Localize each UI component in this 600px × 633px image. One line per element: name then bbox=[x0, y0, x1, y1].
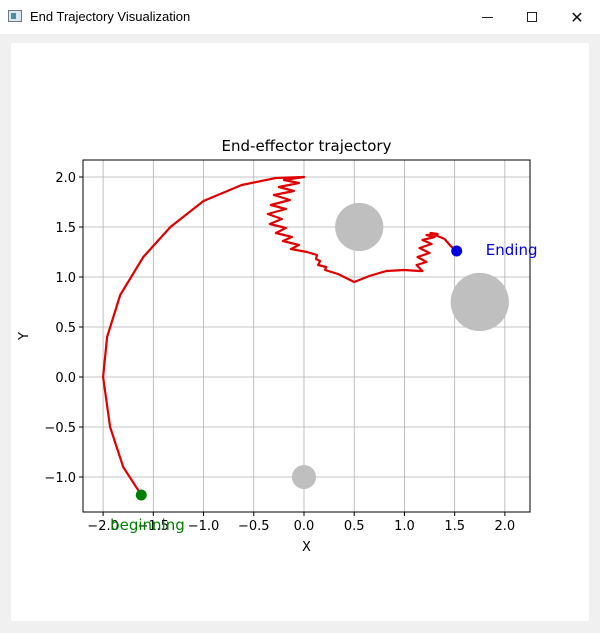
x-axis-label: X bbox=[302, 540, 311, 555]
trajectory-chart: −2.0 −1.5 −1.0 −0.5 0.0 0.5 1.0 1.5 2.0 −1.0 −0.5 0… bbox=[17, 137, 538, 555]
start-point-marker bbox=[135, 489, 147, 501]
minimize-icon bbox=[481, 16, 493, 18]
y-tick-label: −0.5 bbox=[44, 421, 76, 436]
close-icon: ✕ bbox=[570, 7, 584, 27]
y-tick-label: 1.5 bbox=[55, 221, 76, 236]
axes-frame bbox=[82, 159, 531, 513]
beginning-annotation: beginning bbox=[110, 516, 185, 534]
maximize-button[interactable] bbox=[509, 0, 555, 34]
y-tick-label: 1.0 bbox=[55, 271, 76, 286]
y-tick-label: 0.5 bbox=[55, 321, 76, 336]
x-tick-label: −0.5 bbox=[238, 519, 270, 534]
end-point-marker bbox=[451, 245, 463, 257]
plot-canvas: −2.0 −1.5 −1.0 −0.5 0.0 0.5 1.0 1.5 2.0 −1.0 −0.5 0… bbox=[11, 43, 589, 621]
window-title: End Trajectory Visualization bbox=[30, 9, 191, 24]
x-tick-label: 1.5 bbox=[444, 519, 465, 534]
obstacle-circle bbox=[450, 272, 509, 332]
y-tick-label: −1.0 bbox=[44, 471, 76, 486]
trajectory-line bbox=[101, 175, 458, 497]
chart-title: End-effector trajectory bbox=[222, 137, 392, 155]
close-button[interactable]: ✕ bbox=[554, 0, 600, 34]
x-tick-label: 0.5 bbox=[344, 519, 365, 534]
obstacle-circle bbox=[335, 202, 384, 252]
x-tick-label: −2.0 bbox=[87, 519, 119, 534]
title-bar[interactable]: End Trajectory Visualization ✕ bbox=[0, 0, 600, 34]
x-tick-label: −1.0 bbox=[188, 519, 220, 534]
minimize-button[interactable] bbox=[464, 0, 510, 34]
x-tick-label: 0.0 bbox=[294, 519, 315, 534]
y-axis-label: Y bbox=[17, 332, 32, 341]
maximize-icon bbox=[527, 12, 537, 22]
x-tick-label: −1.5 bbox=[138, 519, 170, 534]
y-tick-label: 0.0 bbox=[55, 371, 76, 386]
x-tick-label: 2.0 bbox=[495, 519, 516, 534]
y-tick-label: 2.0 bbox=[55, 171, 76, 186]
x-tick-label: 1.0 bbox=[394, 519, 415, 534]
ending-annotation: Ending bbox=[486, 241, 538, 259]
obstacle-circle bbox=[291, 464, 317, 490]
app-window-icon bbox=[8, 10, 22, 22]
